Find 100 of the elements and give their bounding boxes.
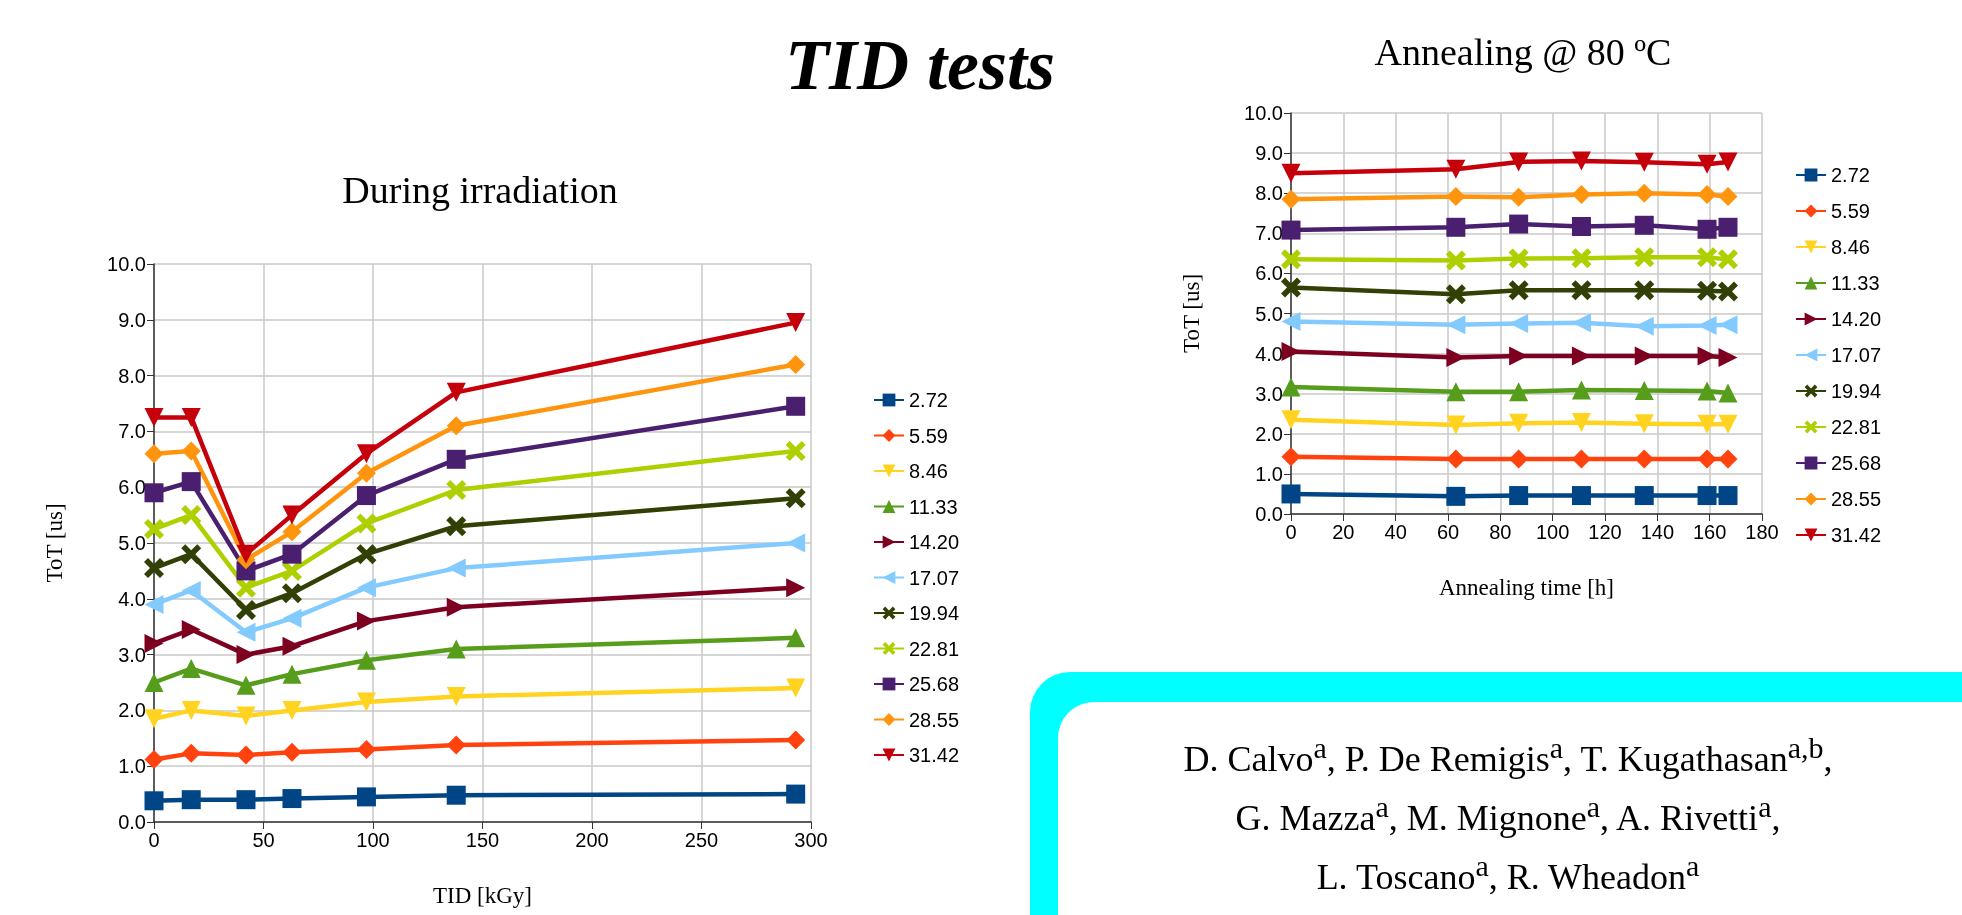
point bbox=[786, 784, 806, 804]
point bbox=[144, 483, 164, 503]
point bbox=[1718, 449, 1738, 469]
point bbox=[786, 730, 806, 750]
point bbox=[1718, 348, 1738, 368]
x-tick-label: 180 bbox=[1745, 521, 1779, 543]
point bbox=[1634, 486, 1654, 506]
text: D. Calvo$^{a}$, P. De Remigis$^{a}$, T. Kugathasan$^{a,b}$, bbox=[1182, 730, 1834, 781]
point bbox=[446, 516, 467, 537]
legend-label: 5.59 bbox=[1831, 200, 1870, 222]
legend-label: 22.81 bbox=[1831, 416, 1882, 438]
point bbox=[236, 745, 256, 765]
point bbox=[282, 636, 302, 656]
x-axis-title: TID [kGy] bbox=[433, 883, 532, 908]
point bbox=[785, 488, 806, 509]
point bbox=[181, 700, 201, 720]
point bbox=[282, 522, 302, 542]
legend-label: 8.46 bbox=[1831, 236, 1870, 258]
point bbox=[1281, 220, 1301, 240]
point bbox=[1508, 280, 1529, 301]
point bbox=[235, 599, 256, 620]
y-tick-label: 7.0 bbox=[118, 420, 146, 443]
point bbox=[282, 789, 302, 809]
point bbox=[446, 639, 466, 659]
point bbox=[281, 583, 302, 604]
point bbox=[1281, 484, 1301, 504]
point bbox=[785, 440, 806, 461]
point bbox=[181, 505, 202, 526]
point bbox=[446, 416, 466, 436]
point bbox=[181, 790, 201, 810]
x-tick-label: 0 bbox=[1285, 521, 1297, 543]
point bbox=[356, 578, 376, 598]
point bbox=[144, 709, 164, 729]
y-axis-title: ToT [us] bbox=[1179, 273, 1204, 354]
point bbox=[1571, 216, 1591, 236]
point bbox=[446, 449, 466, 469]
point bbox=[1508, 248, 1529, 269]
point bbox=[144, 791, 164, 811]
legend-label: 31.42 bbox=[1831, 524, 1882, 546]
point bbox=[1697, 219, 1717, 239]
point bbox=[144, 633, 164, 653]
chart-title: Annealing @ 80 ºC bbox=[1374, 31, 1672, 73]
y-tick-label: 2.0 bbox=[1255, 422, 1283, 445]
point bbox=[356, 739, 376, 759]
legend-label: 28.55 bbox=[1831, 488, 1882, 510]
point bbox=[1445, 250, 1466, 271]
x-tick-label: 80 bbox=[1489, 521, 1512, 543]
point bbox=[1634, 280, 1655, 301]
point bbox=[1446, 186, 1466, 206]
y-tick-label: 7.0 bbox=[1255, 222, 1283, 245]
point bbox=[181, 472, 201, 492]
point bbox=[235, 577, 256, 598]
point bbox=[446, 686, 466, 706]
point bbox=[1718, 217, 1738, 237]
point bbox=[181, 580, 201, 600]
point bbox=[282, 664, 302, 684]
point bbox=[356, 611, 376, 631]
legend-label: 25.68 bbox=[1831, 452, 1882, 474]
x-tick-label: 120 bbox=[1588, 521, 1622, 543]
point bbox=[786, 578, 806, 598]
point bbox=[1281, 377, 1301, 397]
point bbox=[236, 645, 256, 665]
point bbox=[356, 444, 376, 464]
point bbox=[282, 700, 302, 720]
point bbox=[1697, 449, 1717, 469]
point bbox=[1718, 414, 1738, 434]
x-tick-label: 60 bbox=[1436, 521, 1460, 543]
point bbox=[236, 790, 256, 810]
point bbox=[1718, 186, 1738, 206]
y-axis-title: ToT [us] bbox=[42, 503, 67, 583]
point bbox=[1571, 280, 1592, 301]
y-tick-label: 8.0 bbox=[1255, 182, 1283, 205]
point bbox=[1571, 184, 1591, 204]
y-tick-label: 10.0 bbox=[1244, 102, 1283, 124]
point bbox=[1571, 248, 1592, 269]
point bbox=[236, 706, 256, 726]
y-tick-label: 5.0 bbox=[1255, 302, 1283, 325]
point bbox=[1446, 159, 1466, 179]
point bbox=[1281, 189, 1301, 209]
point bbox=[1281, 447, 1301, 467]
point bbox=[1446, 217, 1466, 237]
point bbox=[1281, 410, 1301, 430]
point bbox=[144, 444, 164, 464]
point bbox=[1634, 449, 1654, 469]
point bbox=[1697, 381, 1717, 401]
legend-label: 17.07 bbox=[909, 566, 960, 589]
point bbox=[1509, 187, 1529, 207]
point bbox=[1634, 215, 1654, 235]
point bbox=[786, 533, 806, 553]
y-tick-label: 1.0 bbox=[118, 755, 146, 778]
point bbox=[1718, 486, 1738, 506]
point bbox=[1697, 247, 1718, 268]
legend-label: 11.33 bbox=[1831, 272, 1880, 294]
point bbox=[1281, 342, 1301, 362]
x-tick-label: 100 bbox=[1535, 521, 1570, 543]
point bbox=[181, 544, 202, 565]
point bbox=[1697, 154, 1717, 174]
point bbox=[786, 313, 806, 333]
point bbox=[1445, 284, 1466, 305]
legend-label: 2.72 bbox=[1831, 164, 1870, 186]
